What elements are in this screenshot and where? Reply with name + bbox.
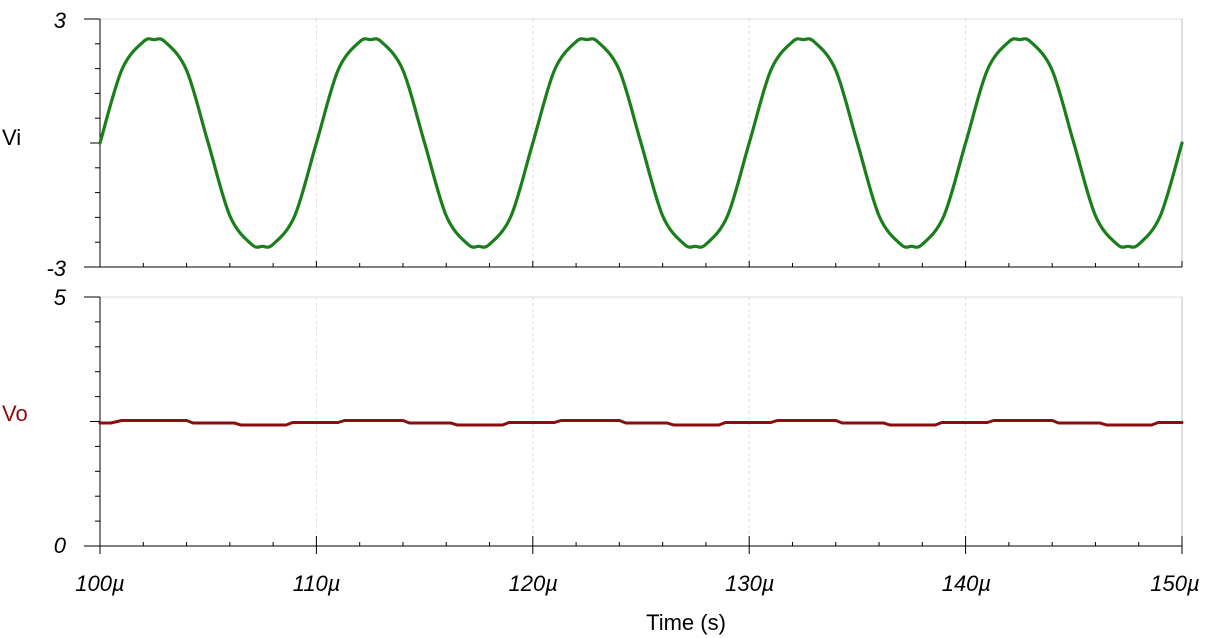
x-tick-label-120: 120µ <box>509 571 558 596</box>
vo-y-max-label: 5 <box>54 285 67 310</box>
x-tick-label-100: 100µ <box>75 571 124 596</box>
grid-layer <box>100 18 1183 546</box>
vo-trace-line <box>98 419 1184 427</box>
vo-axis-label: Vo <box>2 401 28 426</box>
x-tick-label-110: 110µ <box>293 571 341 596</box>
x-tick-label-150: 150µ <box>1150 571 1199 596</box>
vo-y-min-label: 0 <box>54 533 67 558</box>
text-layer: 3 -3 Vi 5 0 Vo 100µ 110µ 120µ 130µ 140µ … <box>2 8 1200 635</box>
x-tick-label-130: 130µ <box>725 571 774 596</box>
vi-trace-line <box>98 37 1184 249</box>
x-tick-label-140: 140µ <box>942 571 991 596</box>
frame-layer <box>84 18 1183 554</box>
vi-y-min-label: -3 <box>46 256 66 281</box>
vi-axis-label: Vi <box>2 125 21 150</box>
x-axis-title: Time (s) <box>646 610 726 635</box>
trace-layer <box>98 37 1184 427</box>
vi-y-max-label: 3 <box>54 8 67 33</box>
